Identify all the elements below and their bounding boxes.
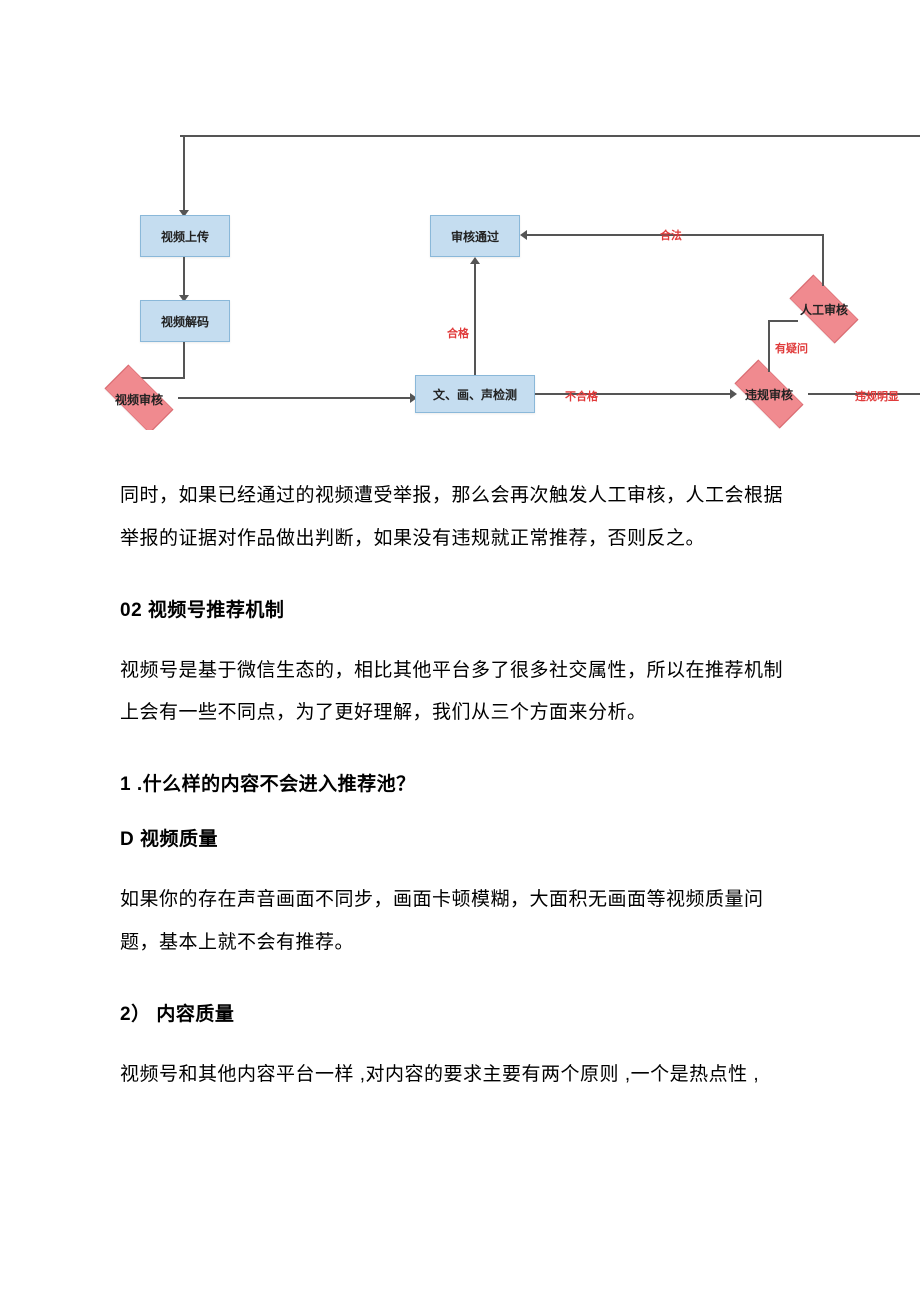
node-vcheck-label: 违规审核 (745, 386, 793, 403)
heading-q1: 1 .什么样的内容不会进入推荐池？ (120, 769, 800, 796)
edge-label-doubt: 有疑问 (775, 340, 808, 356)
para-4: 视频号和其他内容平台一样 ,对内容的要求主要有两个原则 ,一个是热点性 , (120, 1054, 800, 1097)
edge-label-notqualified: 不合格 (565, 388, 598, 404)
node-upload: 视频上传 (140, 215, 230, 257)
node-detect-label: 文、画、声检测 (433, 386, 517, 403)
node-manual-label: 人工审核 (800, 301, 848, 318)
heading-d: D 视频质量 (120, 824, 800, 851)
edge-decode-vreview-v (183, 342, 185, 377)
edge-top-v (183, 135, 185, 215)
arrow-detect-vcheck (730, 389, 737, 399)
para-2: 视频号是基于微信生态的，相比其他平台多了很多社交属性，所以在推荐机制上会有一些不… (120, 650, 800, 736)
edge-vcheck-manual-h (768, 320, 798, 322)
para-3: 如果你的存在声音画面不同步，画面卡顿模糊，大面积无画面等视频质量问题，基本上就不… (120, 879, 800, 965)
node-approve: 审核通过 (430, 215, 520, 257)
document-body: 同时，如果已经通过的视频遭受举报，那么会再次触发人工审核，人工会根据举报的证据对… (0, 430, 920, 1136)
node-approve-label: 审核通过 (451, 228, 499, 245)
para-1: 同时，如果已经通过的视频遭受举报，那么会再次触发人工审核，人工会根据举报的证据对… (120, 475, 800, 561)
arrow-manual-approve (520, 230, 527, 240)
edge-top-h (180, 135, 920, 137)
edge-label-qualified: 合格 (447, 325, 469, 341)
node-manual: 人工审核 (795, 280, 853, 338)
node-vreview: 视频审核 (110, 370, 168, 428)
edge-label-legal: 合法 (660, 227, 682, 243)
node-vcheck: 违规审核 (740, 365, 798, 423)
flowchart: 视频上传 视频解码 视频审核 文、画、声检测 合格 审核通过 不合格 违规审核 … (0, 0, 920, 430)
node-vreview-label: 视频审核 (115, 391, 163, 408)
edge-detect-approve (474, 262, 476, 375)
node-upload-label: 视频上传 (161, 228, 209, 245)
arrow-detect-approve (470, 257, 480, 264)
edge-vcheck-manual-v (768, 320, 770, 372)
edge-manual-approve-v (822, 234, 824, 286)
node-decode-label: 视频解码 (161, 313, 209, 330)
node-detect: 文、画、声检测 (415, 375, 535, 413)
edge-label-violate: 违规明显 (855, 388, 899, 404)
heading-02: 02 视频号推荐机制 (120, 595, 800, 622)
edge-vreview-detect (178, 397, 415, 399)
node-decode: 视频解码 (140, 300, 230, 342)
heading-2: 2） 内容质量 (120, 999, 800, 1026)
edge-upload-decode (183, 257, 185, 300)
